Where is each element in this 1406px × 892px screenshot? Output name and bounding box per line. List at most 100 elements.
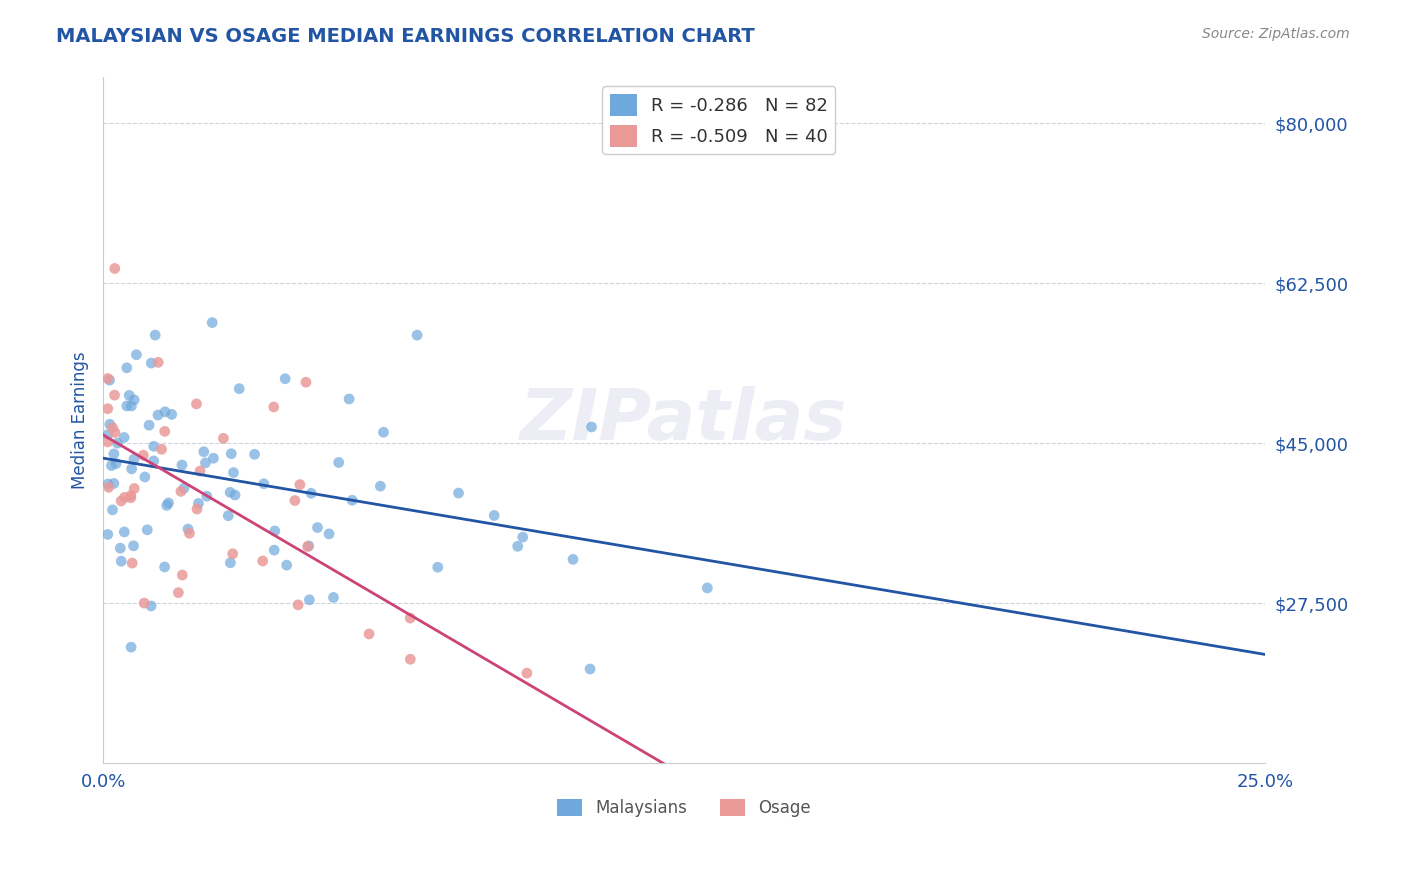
Point [148,355,170,369]
Point [193,444,215,458]
Point [228,382,250,396]
Point [217,508,239,523]
Point [212,431,235,445]
Point [274,372,297,386]
Point [516,666,538,681]
Point [142,454,165,468]
Point [157,496,180,510]
Point [512,530,534,544]
Point [103,388,125,402]
Point [97,477,120,491]
Point [122,452,145,467]
Point [170,458,193,472]
Point [120,489,142,503]
Point [153,405,176,419]
Point [110,541,132,556]
Point [115,399,138,413]
Point [263,524,285,538]
Text: MALAYSIAN VS OSAGE MEDIAN EARNINGS CORRELATION CHART: MALAYSIAN VS OSAGE MEDIAN EARNINGS CORRE… [56,27,755,45]
Point [101,420,124,434]
Point [370,479,392,493]
Point [134,596,156,610]
Point [579,662,602,676]
Point [141,356,163,370]
Point [110,554,132,568]
Point [318,526,340,541]
Point [170,484,193,499]
Point [120,491,142,505]
Text: ZIPatlas: ZIPatlas [520,385,848,455]
Point [634,801,657,815]
Point [97,527,120,541]
Point [97,427,120,442]
Point [253,476,276,491]
Point [188,464,211,478]
Point [194,456,217,470]
Y-axis label: Median Earnings: Median Earnings [72,351,89,489]
Point [219,556,242,570]
Point [104,425,127,440]
Point [399,652,422,666]
Point [426,560,449,574]
Point [297,540,319,554]
Point [122,539,145,553]
Point [263,543,285,558]
Point [173,481,195,495]
Point [222,547,245,561]
Legend: Malaysians, Osage: Malaysians, Osage [550,792,818,823]
Point [328,455,350,469]
Point [139,599,162,613]
Point [136,523,159,537]
Point [696,581,718,595]
Point [125,348,148,362]
Point [295,376,318,390]
Point [156,499,179,513]
Point [115,360,138,375]
Point [132,448,155,462]
Point [506,539,529,553]
Point [224,488,246,502]
Point [122,392,145,407]
Point [105,457,128,471]
Point [134,470,156,484]
Point [97,434,120,449]
Point [202,451,225,466]
Point [288,477,311,491]
Point [97,480,120,494]
Point [143,328,166,343]
Point [98,417,121,432]
Point [186,397,208,411]
Point [97,371,120,385]
Point [167,585,190,599]
Point [160,408,183,422]
Text: Source: ZipAtlas.com: Source: ZipAtlas.com [1202,27,1350,41]
Point [177,522,200,536]
Point [263,400,285,414]
Point [201,316,224,330]
Point [337,392,360,406]
Point [122,482,145,496]
Point [121,556,143,570]
Point [150,442,173,457]
Point [142,439,165,453]
Point [562,552,585,566]
Point [340,493,363,508]
Point [322,591,344,605]
Point [399,611,422,625]
Point [120,640,142,655]
Point [100,458,122,473]
Point [179,526,201,541]
Point [121,462,143,476]
Point [97,401,120,416]
Point [252,554,274,568]
Point [118,388,141,402]
Point [112,524,135,539]
Point [110,494,132,508]
Point [219,485,242,500]
Point [219,447,242,461]
Point [298,539,321,553]
Point [276,558,298,573]
Point [187,496,209,510]
Point [138,418,160,433]
Point [581,420,603,434]
